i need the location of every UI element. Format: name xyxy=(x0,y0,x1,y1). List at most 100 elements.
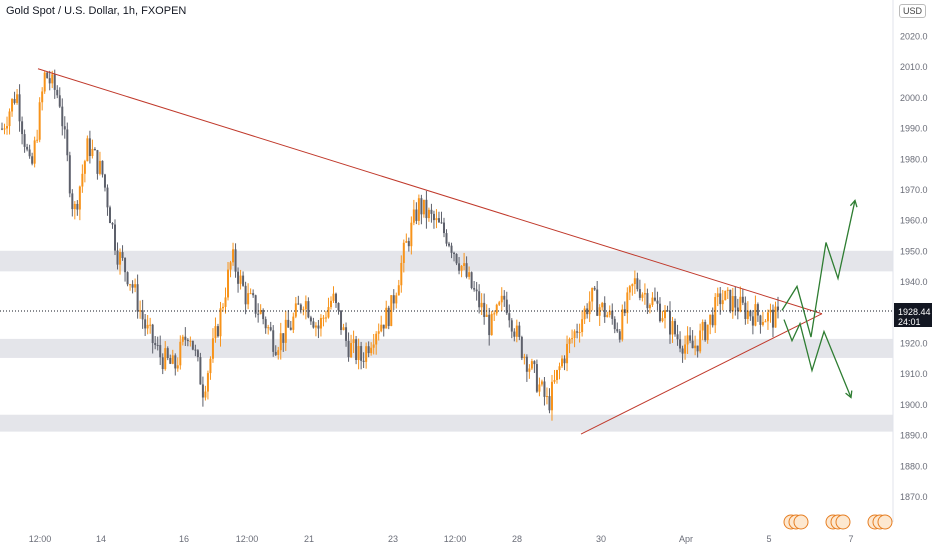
candle-body xyxy=(81,173,84,187)
candle-body xyxy=(417,198,420,221)
candle-body xyxy=(636,278,639,290)
candle-body xyxy=(706,324,709,341)
y-tick-label: 1890.0 xyxy=(900,431,928,441)
y-tick-label: 1900.0 xyxy=(900,400,928,410)
candle-body xyxy=(422,199,425,215)
candle-body xyxy=(242,275,245,286)
candle-body xyxy=(71,193,74,210)
candle-body xyxy=(538,384,541,392)
candle-body xyxy=(36,139,39,141)
candle-body xyxy=(139,310,142,312)
candle-body xyxy=(360,346,363,361)
candle-body xyxy=(194,349,197,351)
candle-body xyxy=(523,356,526,359)
candle-body xyxy=(736,307,739,312)
candle-body xyxy=(553,379,556,382)
currency-button[interactable]: USD xyxy=(898,4,926,18)
x-tick-label: 21 xyxy=(304,534,314,544)
candle-body xyxy=(648,304,651,309)
candle-body xyxy=(696,345,699,352)
candle-body xyxy=(284,319,287,343)
candle-body xyxy=(279,333,282,351)
price-box: 1928.44 24:01 xyxy=(894,303,932,327)
candle-body xyxy=(342,327,345,331)
candle-body xyxy=(48,78,51,84)
y-tick-label: 1870.0 xyxy=(900,492,928,502)
candle-body xyxy=(111,223,114,225)
candle-body xyxy=(488,314,491,336)
candle-body xyxy=(616,329,619,332)
candle-body xyxy=(458,263,461,271)
candle-body xyxy=(189,340,192,342)
candle-body xyxy=(430,209,433,214)
x-tick-label: 12:00 xyxy=(444,534,467,544)
candle-body xyxy=(766,312,769,322)
candle-body xyxy=(666,310,669,312)
candle-body xyxy=(156,345,159,347)
candle-body xyxy=(638,289,641,298)
candle-body xyxy=(561,358,564,367)
candle-body xyxy=(257,313,260,315)
candle-body xyxy=(56,89,59,96)
candle-body xyxy=(307,301,310,318)
candle-body xyxy=(606,314,609,318)
y-tick-label: 1960.0 xyxy=(900,216,928,226)
candle-body xyxy=(453,252,456,254)
candle-body xyxy=(3,128,6,130)
candle-body xyxy=(294,303,297,317)
candle-body xyxy=(6,126,9,129)
candle-body xyxy=(528,368,531,372)
y-tick-label: 1950.0 xyxy=(900,246,928,256)
candle-body xyxy=(563,358,566,364)
candle-body xyxy=(548,396,551,411)
candle-body xyxy=(350,343,353,358)
candle-body xyxy=(335,293,338,304)
candle-body xyxy=(209,358,212,374)
candle-body xyxy=(28,149,31,157)
candle-body xyxy=(121,252,124,258)
candle-body xyxy=(674,321,677,335)
candle-body xyxy=(23,134,26,147)
candle-body xyxy=(709,314,712,325)
candle-body xyxy=(159,345,162,358)
candle-body xyxy=(211,338,214,359)
candle-body xyxy=(626,292,629,314)
candle-body xyxy=(520,337,523,359)
candle-body xyxy=(252,293,255,296)
candle-body xyxy=(663,310,666,319)
y-tick-label: 1970.0 xyxy=(900,185,928,195)
candle-body xyxy=(131,284,134,288)
candle-body xyxy=(322,317,325,319)
candle-body xyxy=(259,309,262,314)
candle-body xyxy=(201,384,204,398)
candle-body xyxy=(756,304,759,316)
candle-body xyxy=(754,304,757,326)
x-tick-label: Apr xyxy=(679,534,693,544)
candle-body xyxy=(124,257,127,273)
candle-body xyxy=(134,284,137,288)
support-zone xyxy=(0,414,893,432)
bullish-projection-arrowhead xyxy=(849,199,858,208)
candle-body xyxy=(498,302,501,305)
event-icons xyxy=(783,514,893,530)
candle-body xyxy=(129,284,132,286)
candle-body xyxy=(390,295,393,326)
candle-body xyxy=(721,300,724,305)
candle-body xyxy=(571,338,574,340)
candle-body xyxy=(586,308,589,315)
candle-body xyxy=(254,295,257,314)
candle-body xyxy=(186,339,189,342)
candle-body xyxy=(475,289,478,292)
candle-body xyxy=(726,289,729,291)
candle-body xyxy=(136,284,139,312)
chart-title: Gold Spot / U.S. Dollar, 1h, FXOPEN xyxy=(6,5,187,17)
candle-body xyxy=(764,321,767,323)
candle-body xyxy=(689,335,692,341)
candle-body xyxy=(480,302,483,308)
candle-body xyxy=(442,222,445,234)
candle-body xyxy=(324,317,327,319)
candle-body xyxy=(312,321,315,328)
flag-icon xyxy=(877,514,893,530)
candle-body xyxy=(653,297,656,301)
